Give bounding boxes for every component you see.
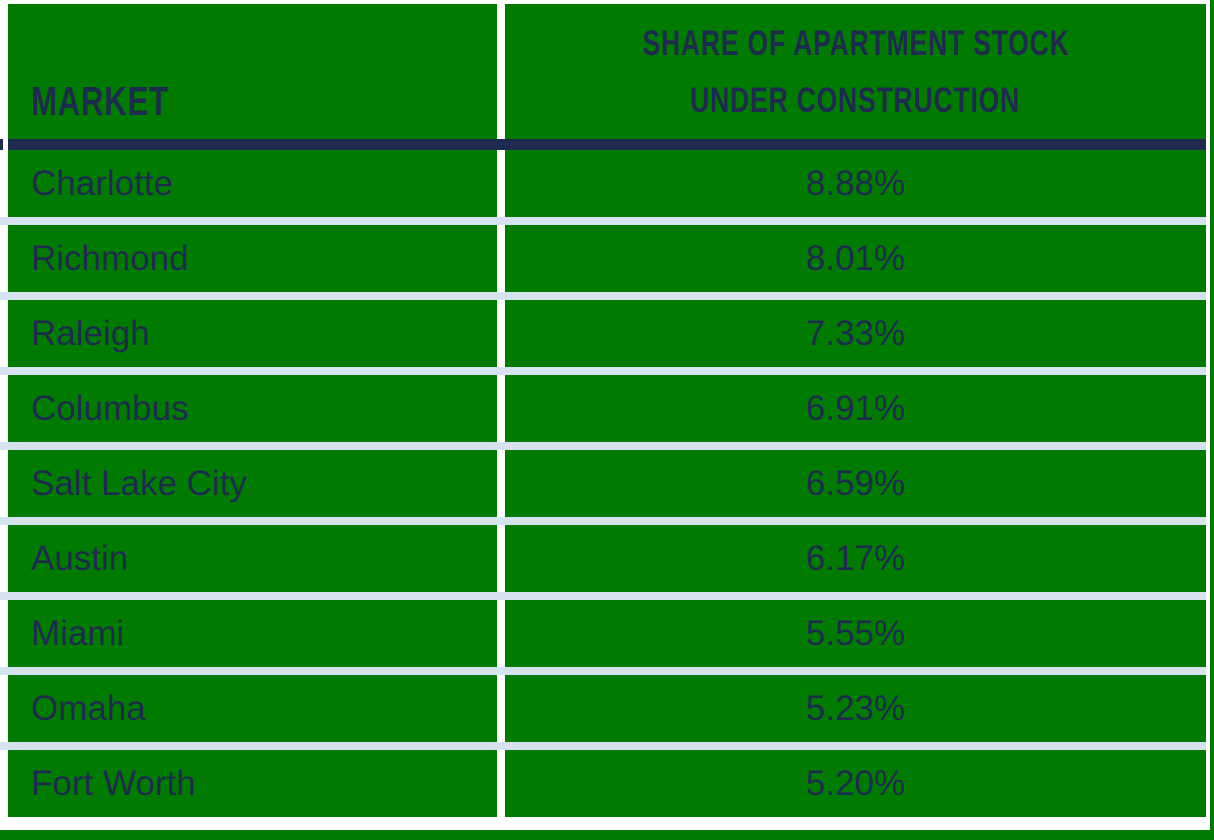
share-value: 6.59% <box>805 464 906 503</box>
row-separator <box>0 517 1206 525</box>
share-value: 8.88% <box>805 164 906 203</box>
market-cell: Fort Worth <box>8 750 497 817</box>
column-header-share: SHARE OF APARTMENT STOCK UNDER CONSTRUCT… <box>505 4 1206 139</box>
table-row: Salt Lake City 6.59% <box>8 450 1206 517</box>
market-cell: Omaha <box>8 675 497 742</box>
share-cell: 5.20% <box>505 750 1206 817</box>
market-cell: Miami <box>8 600 497 667</box>
header-divider-line <box>0 139 1214 150</box>
divider-left-gap <box>3 139 8 150</box>
share-value: 5.23% <box>805 689 906 728</box>
markets-table: MARKET SHARE OF APARTMENT STOCK UNDER CO… <box>0 4 1206 817</box>
market-name: Austin <box>31 539 129 578</box>
row-separator <box>0 292 1206 300</box>
row-separator <box>0 592 1206 600</box>
market-header-label: MARKET <box>31 78 169 124</box>
share-cell: 6.91% <box>505 375 1206 442</box>
share-cell: 5.23% <box>505 675 1206 742</box>
market-name: Omaha <box>31 689 146 728</box>
right-frame-border <box>1210 0 1214 840</box>
table-row: Columbus 6.91% <box>8 375 1206 442</box>
market-cell: Raleigh <box>8 300 497 367</box>
bottom-frame-border <box>0 830 1214 840</box>
share-header-label-line1: SHARE OF APARTMENT STOCK <box>641 23 1070 63</box>
table-row: Raleigh 7.33% <box>8 300 1206 367</box>
row-separator <box>0 367 1206 375</box>
share-value: 5.55% <box>805 614 906 653</box>
table-row: Fort Worth 5.20% <box>8 750 1206 817</box>
market-name: Miami <box>31 614 125 653</box>
table-row: Omaha 5.23% <box>8 675 1206 742</box>
divider-right-gap <box>1206 139 1210 150</box>
market-cell: Richmond <box>8 225 497 292</box>
share-cell: 6.59% <box>505 450 1206 517</box>
share-value: 6.91% <box>805 389 906 428</box>
column-header-market: MARKET <box>8 4 497 139</box>
market-name: Fort Worth <box>31 764 196 803</box>
table-row: Austin 6.17% <box>8 525 1206 592</box>
share-value: 5.20% <box>805 764 906 803</box>
share-header-label-line2: UNDER CONSTRUCTION <box>690 80 1021 120</box>
market-cell: Columbus <box>8 375 497 442</box>
share-cell: 8.01% <box>505 225 1206 292</box>
table-row: Richmond 8.01% <box>8 225 1206 292</box>
market-name: Salt Lake City <box>31 464 247 503</box>
market-name: Charlotte <box>31 164 174 203</box>
market-cell: Salt Lake City <box>8 450 497 517</box>
share-cell: 6.17% <box>505 525 1206 592</box>
table-row: Miami 5.55% <box>8 600 1206 667</box>
share-cell: 5.55% <box>505 600 1206 667</box>
market-cell: Austin <box>8 525 497 592</box>
share-value: 8.01% <box>805 239 906 278</box>
share-cell: 7.33% <box>505 300 1206 367</box>
row-separator <box>0 667 1206 675</box>
share-cell: 8.88% <box>505 150 1206 217</box>
share-value: 7.33% <box>805 314 906 353</box>
row-separator <box>0 217 1206 225</box>
row-separator <box>0 742 1206 750</box>
market-name: Columbus <box>31 389 189 428</box>
market-name: Richmond <box>31 239 189 278</box>
row-separator <box>0 442 1206 450</box>
table-row: Charlotte 8.88% <box>8 150 1206 217</box>
market-cell: Charlotte <box>8 150 497 217</box>
market-name: Raleigh <box>31 314 150 353</box>
share-value: 6.17% <box>805 539 906 578</box>
table-header-row: MARKET SHARE OF APARTMENT STOCK UNDER CO… <box>8 4 1206 139</box>
